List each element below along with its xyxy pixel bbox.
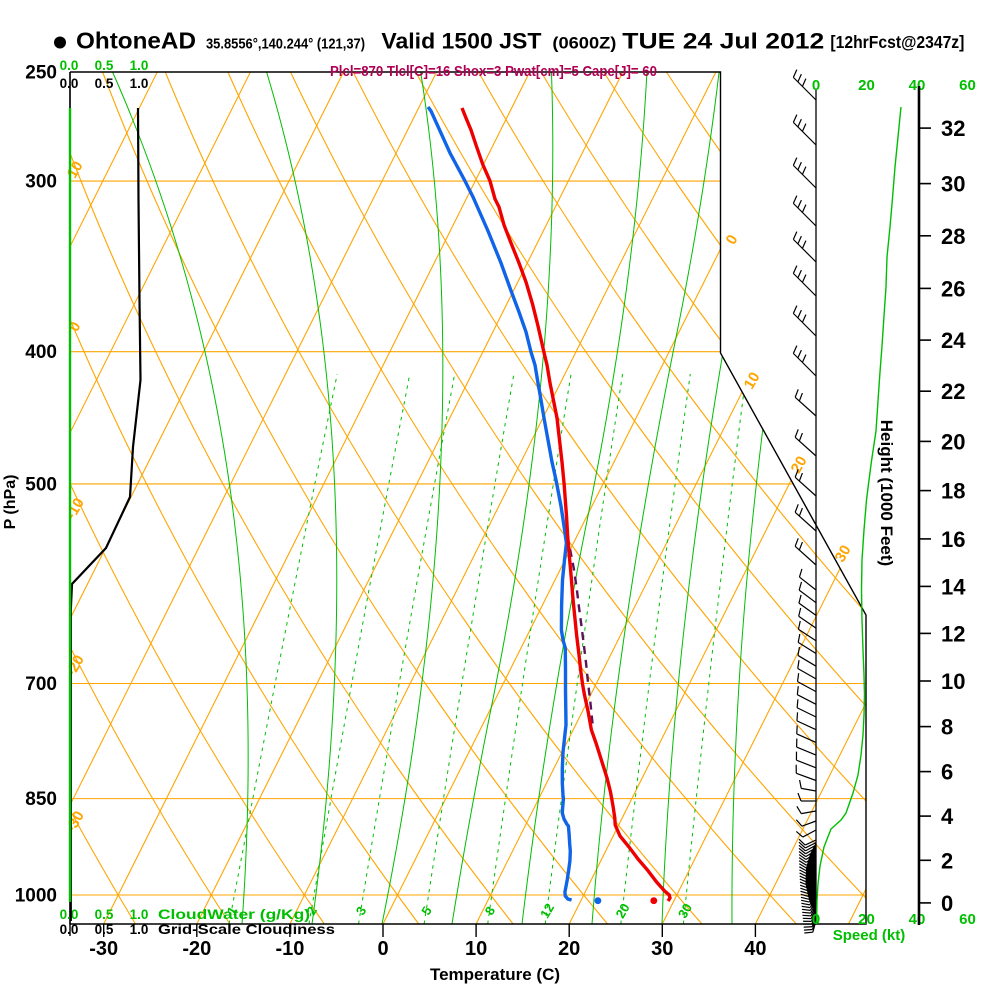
svg-text:700: 700 (25, 674, 57, 695)
svg-text:250: 250 (25, 63, 57, 84)
svg-text:4: 4 (941, 804, 954, 829)
svg-text:0.5: 0.5 (95, 922, 114, 937)
svg-text:Valid 1500 JST: Valid 1500 JST (381, 29, 542, 54)
svg-text:0.0: 0.0 (60, 907, 79, 922)
svg-text:-30: -30 (89, 938, 118, 960)
svg-text:500: 500 (25, 475, 57, 496)
svg-text:0: 0 (377, 938, 388, 960)
svg-text:60: 60 (959, 77, 976, 94)
svg-text:0.0: 0.0 (60, 76, 79, 91)
svg-text:16: 16 (941, 527, 965, 552)
svg-text:[12hrFcst@2347z]: [12hrFcst@2347z] (830, 32, 964, 52)
svg-text:2: 2 (941, 848, 953, 873)
svg-text:400: 400 (25, 342, 57, 363)
svg-text:32: 32 (941, 116, 965, 141)
svg-text:Temperature (C): Temperature (C) (430, 965, 560, 984)
svg-text:40: 40 (909, 911, 926, 928)
svg-text:850: 850 (25, 789, 57, 810)
svg-text:20: 20 (788, 453, 811, 476)
svg-text:0: 0 (941, 891, 953, 916)
svg-text:30: 30 (675, 901, 695, 921)
svg-text:1.0: 1.0 (130, 58, 149, 73)
svg-text:24: 24 (941, 328, 966, 353)
svg-text:1.0: 1.0 (130, 922, 149, 937)
svg-text:20: 20 (941, 429, 965, 454)
svg-text:-20: -20 (182, 938, 211, 960)
svg-text:0: 0 (812, 77, 820, 94)
svg-text:Speed (kt): Speed (kt) (833, 927, 906, 944)
svg-text:0.0: 0.0 (60, 58, 79, 73)
svg-text:22: 22 (941, 379, 965, 404)
svg-text:OhtoneAD: OhtoneAD (76, 28, 196, 54)
svg-text:14: 14 (941, 574, 966, 599)
svg-text:1.0: 1.0 (130, 76, 149, 91)
svg-text:6: 6 (941, 760, 953, 785)
svg-text:10: 10 (741, 369, 764, 392)
svg-text:30: 30 (941, 172, 965, 197)
svg-text:1.0: 1.0 (130, 907, 149, 922)
svg-text:(0600Z): (0600Z) (552, 34, 616, 53)
svg-text:20: 20 (858, 911, 875, 928)
svg-text:20: 20 (558, 938, 580, 960)
svg-text:20: 20 (858, 77, 875, 94)
svg-text:Plcl=870 Tlcl[C]=16 Shox=3 Pwa: Plcl=870 Tlcl[C]=16 Shox=3 Pwat[cm]=5 Ca… (330, 63, 657, 80)
svg-text:26: 26 (941, 276, 965, 301)
svg-text:28: 28 (941, 224, 965, 249)
svg-text:0.5: 0.5 (95, 58, 114, 73)
svg-text:0.5: 0.5 (95, 76, 114, 91)
svg-text:TUE 24 Jul 2012: TUE 24 Jul 2012 (622, 29, 824, 54)
svg-text:30: 30 (651, 938, 673, 960)
svg-text:35.8556°,140.244° (121,37): 35.8556°,140.244° (121,37) (206, 37, 365, 53)
svg-text:300: 300 (25, 172, 57, 193)
svg-text:0.0: 0.0 (60, 922, 79, 937)
svg-text:12: 12 (537, 901, 557, 921)
svg-text:10: 10 (941, 669, 965, 694)
svg-text:20: 20 (612, 901, 632, 921)
svg-text:18: 18 (941, 479, 965, 504)
svg-text:-10: -10 (275, 938, 304, 960)
svg-text:0.5: 0.5 (95, 907, 114, 922)
svg-text:Height (1000 Feet): Height (1000 Feet) (877, 420, 896, 566)
svg-text:40: 40 (744, 938, 766, 960)
svg-text:30: 30 (832, 542, 855, 565)
svg-text:Grid-Scale Cloudiness: Grid-Scale Cloudiness (158, 922, 335, 937)
svg-text:8: 8 (941, 715, 953, 740)
svg-text:P (hPa): P (hPa) (2, 475, 19, 530)
svg-text:CloudWater (g/Kg): CloudWater (g/Kg) (158, 907, 310, 922)
svg-text:1000: 1000 (15, 886, 57, 907)
svg-text:60: 60 (959, 911, 976, 928)
svg-text:12: 12 (941, 621, 965, 646)
svg-text:40: 40 (909, 77, 926, 94)
svg-text:10: 10 (465, 938, 487, 960)
